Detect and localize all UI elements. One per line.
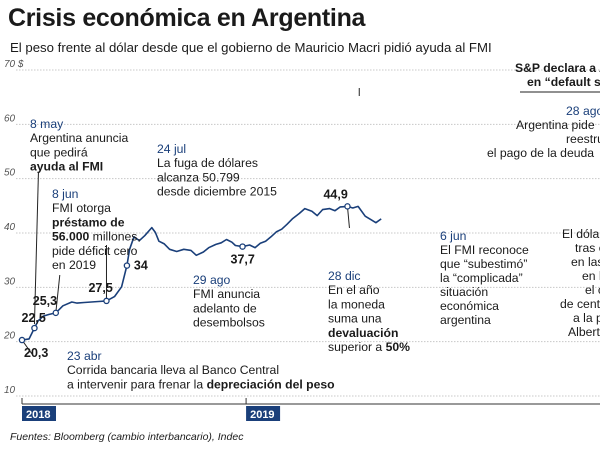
annotation-24-jul-line-2: alcanza 50.799 (157, 170, 240, 184)
annotation-primarias-line-0: El dólar sube (562, 227, 600, 241)
annotation-28-dic-line-3: suma una (328, 312, 382, 326)
annotation-8-jun-line-4: pide déficit cero (52, 244, 138, 258)
annotation-28-ago-line-b-line-0: reestructurar (566, 132, 600, 146)
source-note: Fuentes: Bloomberg (cambio interbancario… (10, 431, 244, 443)
y-tick-label: 60 (4, 113, 16, 124)
value-label: 20,3 (24, 346, 48, 360)
annotation-6-jun-line-4: situación (440, 285, 488, 299)
year-label: 2018 (26, 409, 50, 421)
annotation-8-may-line-2: que pedirá (30, 145, 88, 159)
annotation-28-dic-line-0: 28 dic (328, 269, 361, 283)
annotation-29-ago-line-3: desembolsos (193, 316, 265, 330)
data-point-marker (344, 203, 351, 210)
annotation-primarias-line-1: tras el resultado (575, 241, 600, 255)
annotation-8-jun-line-1: FMI otorga (52, 201, 111, 215)
annotation-28-dic-line-4-part-0: devaluación (328, 326, 398, 340)
annotation-28-dic-line-1: En el año (328, 283, 380, 297)
year-badge (22, 406, 56, 421)
data-point-marker (103, 297, 110, 305)
annotation-8-jun-line-3-part-1: millones, (89, 230, 140, 244)
annotation-28-dic-line-5: superior a 50% (328, 340, 410, 354)
annotation-23-abr-line-0: 23 abr (67, 349, 102, 363)
annotation-6-jun-line-5: económica (440, 299, 499, 313)
annotation-29-ago-line-0: 29 ago (193, 273, 230, 287)
sp-default-header-line-2: en “default selectivo” (527, 75, 600, 89)
annotation-leader (55, 274, 61, 313)
annotation-8-jun-line-5: en 2019 (52, 258, 96, 272)
data-point-marker (239, 243, 246, 250)
y-tick-label: 20 (3, 331, 16, 342)
series-line-peso-dolar (21, 205, 382, 341)
annotation-8-may-line-3-part-0: ayuda al FMI (30, 160, 103, 174)
data-point-marker (18, 336, 26, 344)
annotation-8-may-line-0: 8 may (30, 117, 64, 131)
y-tick-label: 50 (4, 168, 16, 179)
annotation-6-jun-line-6: argentina (440, 313, 491, 327)
annotation-8-jun-line-2: préstamo de (52, 215, 125, 229)
annotation-primarias-line-4: el candidato (585, 283, 600, 297)
annotation-primarias-line-3: en las que (582, 269, 600, 283)
annotation-8-jun-line-2-part-0: préstamo de (52, 215, 125, 229)
annotation-leader (33, 171, 39, 325)
y-tick-label: 40 (4, 222, 16, 233)
chart-title: Crisis económica en Argentina (8, 4, 366, 32)
annotation-28-dic-line-2: la moneda (328, 297, 385, 311)
y-tick-label: 70 $ (4, 59, 24, 70)
annotation-23-abr-line-2: a intervenir para frenar la depreciación… (67, 377, 335, 391)
annotation-primarias-line-5: de centroizquierda (560, 297, 600, 311)
value-label: 27,5 (88, 281, 112, 295)
annotation-29-ago-line-1: FMI anuncia (193, 287, 260, 301)
y-tick-label: 10 (4, 385, 16, 396)
annotation-6-jun-line-3: la “complicada” (440, 271, 523, 285)
annotation-28-ago-date-line-0: 28 ago (566, 104, 600, 118)
annotation-24-jul-line-1: La fuga de dólares (157, 156, 258, 170)
annotation-primarias-line-6: a la presidencia (573, 311, 600, 325)
data-point-marker (52, 309, 60, 317)
value-label: 37,7 (231, 253, 255, 267)
annotation-23-abr-line-1: Corrida bancaria lleva al Banco Central (67, 363, 279, 377)
value-label: 44,9 (323, 187, 347, 201)
value-label: 34 (134, 259, 148, 273)
annotation-6-jun-line-0: 6 jun (440, 229, 466, 243)
annotation-8-may-line-1: Argentina anuncia (30, 131, 128, 145)
year-label: 2019 (250, 409, 274, 421)
data-point-marker (31, 324, 38, 332)
annotation-8-jun-line-3: 56.000 millones, (52, 230, 141, 244)
year-badge (246, 406, 281, 421)
data-point-marker (123, 262, 131, 269)
annotation-23-abr-line-2-part-0: a intervenir para frenar la (67, 377, 207, 391)
annotation-8-may-line-3: ayuda al FMI (30, 160, 103, 174)
value-label: 25,3 (33, 294, 57, 308)
annotation-primarias-line-7: Alberto Fernández (568, 325, 600, 339)
annotation-8-jun-line-3-part-0: 56.000 (52, 230, 89, 244)
annotation-28-dic-line-5-part-1: 50% (386, 340, 411, 354)
annotation-8-jun-line-0: 8 jun (52, 187, 78, 201)
annotation-28-dic-line-4: devaluación (328, 326, 398, 340)
annotation-24-jul-line-0: 24 jul (157, 142, 186, 156)
chart-subtitle: El peso frente al dólar desde que el gob… (10, 40, 492, 55)
annotation-primarias-line-2: en las primarias (571, 255, 600, 269)
annotation-28-dic-line-5-part-0: superior a (328, 340, 386, 354)
annotation-6-jun-line-1: El FMI reconoce (440, 243, 529, 257)
sp-default-header-line-1: S&P declara a Argentina (515, 61, 600, 75)
annotation-28-ago-line-a-line-0: Argentina pide (516, 118, 595, 132)
value-label: 22,5 (21, 311, 45, 325)
y-tick-label: 30 (4, 276, 16, 287)
annotation-leader (346, 206, 350, 229)
annotation-24-jul-line-3: desde diciembre 2015 (157, 185, 277, 199)
annotation-29-ago-line-2: adelanto de (193, 301, 257, 315)
annotation-6-jun-line-2: que “subestimó” (440, 257, 527, 271)
annotation-28-ago-line-c-line-0: el pago de la deuda (487, 146, 594, 160)
annotation-23-abr-line-2-part-1: depreciación del peso (207, 377, 335, 391)
